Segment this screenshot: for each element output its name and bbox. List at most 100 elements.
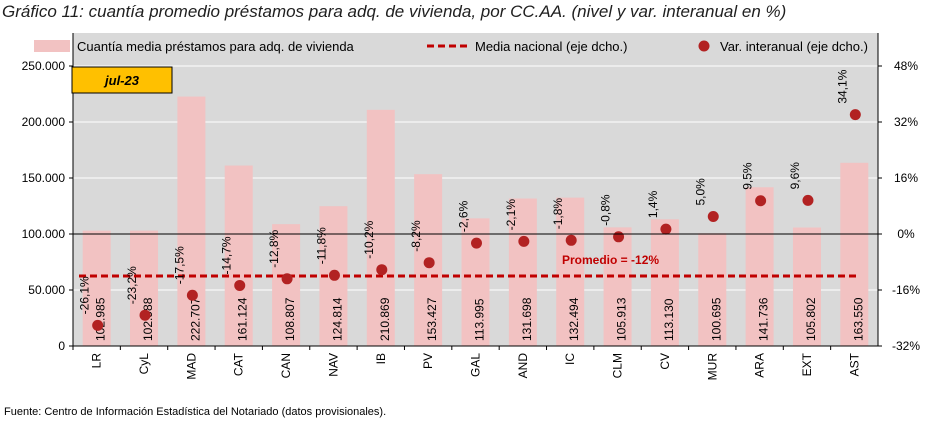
- bar-value-label: 210.869: [378, 297, 392, 341]
- yoy-label: -2,1%: [504, 199, 518, 231]
- category-label: IC: [563, 353, 577, 365]
- yoy-label: -17,5%: [172, 246, 186, 284]
- bar-value-label: 222.707: [188, 297, 202, 341]
- bar-value-label: 124.814: [330, 297, 344, 341]
- bar-value-label: 161.124: [236, 297, 250, 341]
- bar-CV: [650, 219, 679, 346]
- yoy-dot-IB: [376, 264, 388, 276]
- chart-title: Gráfico 11: cuantía promedio préstamos p…: [2, 2, 787, 21]
- yoy-dot-GAL: [471, 237, 482, 249]
- yoy-label: -1,8%: [551, 198, 565, 230]
- yoy-label: -26,1%: [78, 276, 92, 314]
- bar-value-label: 163.550: [851, 297, 865, 341]
- yoy-dot-CAT: [234, 279, 246, 291]
- left-tick-label: 0: [58, 339, 65, 353]
- category-label: CLM: [611, 353, 625, 378]
- bar-EXT: [792, 227, 821, 346]
- right-tick-label: 16%: [894, 171, 918, 185]
- period-badge-label: jul-23: [103, 73, 140, 88]
- yoy-dot-MAD: [186, 289, 198, 301]
- left-tick-label: 100.000: [22, 227, 66, 241]
- yoy-label: -23,2%: [125, 266, 139, 304]
- bar-value-label: 113.130: [662, 298, 676, 341]
- category-label: CAN: [279, 353, 293, 378]
- bar-value-label: 141.736: [757, 297, 771, 341]
- bar-MAD: [177, 96, 206, 346]
- yoy-dot-CV: [660, 223, 672, 235]
- category-label: EXT: [800, 352, 814, 376]
- right-tick-label: -16%: [892, 283, 920, 297]
- bar-value-label: 108.807: [283, 297, 297, 341]
- bar-value-label: 132.494: [567, 297, 581, 341]
- category-label: ARA: [753, 353, 767, 378]
- right-tick-label: 32%: [894, 115, 918, 129]
- yoy-label: -10,2%: [362, 220, 376, 258]
- bar-CAN: [272, 224, 301, 346]
- category-label: MUR: [705, 353, 719, 381]
- bar-value-label: 100.695: [709, 297, 723, 341]
- bar-CAT: [224, 165, 253, 346]
- yoy-dot-LR: [92, 319, 104, 331]
- period-badge-box: [71, 66, 173, 94]
- bar-AST: [840, 162, 869, 346]
- yoy-label: 34,1%: [835, 69, 849, 103]
- source-note: Fuente: Centro de Información Estadístic…: [4, 406, 387, 418]
- left-tick-label: 150.000: [22, 171, 66, 185]
- legend-label: Media nacional (eje dcho.): [475, 39, 627, 54]
- yoy-label: -2,6%: [457, 200, 471, 232]
- left-tick-label: 250.000: [22, 59, 66, 73]
- bar-value-label: 153.427: [425, 297, 439, 341]
- legend: Cuantía media préstamos para adq. de viv…: [34, 39, 868, 54]
- right-tick-label: -32%: [892, 339, 920, 353]
- left-tick-label: 200.000: [22, 115, 66, 129]
- bar-value-label: 131.698: [520, 297, 534, 341]
- average-annotation: Promedio = -12%: [562, 253, 659, 267]
- bar-value-label: 105.802: [804, 297, 818, 341]
- bar-IB: [366, 109, 395, 346]
- category-labels: LR CyL MAD CAT CAN NAV IB PV GAL AND IC CLM CV MUR ARA…: [72, 346, 861, 381]
- category-label: CV: [658, 353, 672, 370]
- yoy-label: -12,8%: [267, 229, 281, 267]
- bar-CLM: [603, 227, 632, 346]
- left-tick-label: 50.000: [28, 283, 65, 297]
- category-label: AST: [847, 352, 861, 376]
- yoy-label: -14,7%: [220, 236, 234, 274]
- yoy-dot-IC: [565, 234, 577, 246]
- yoy-dot-EXT: [802, 194, 814, 206]
- category-label: GAL: [469, 353, 483, 377]
- category-label: IB: [374, 353, 388, 364]
- yoy-dot-CAN: [281, 273, 293, 285]
- bar-value-labels: 102.985102.988222.707161.124108.807124.8…: [94, 297, 866, 341]
- yoy-dots: [92, 109, 861, 331]
- yoy-label: 9,5%: [741, 162, 755, 190]
- category-label: PV: [421, 353, 435, 369]
- yoy-dot-PV: [423, 257, 435, 269]
- legend-bar-swatch: [34, 40, 70, 52]
- yoy-dot-CLM: [613, 231, 625, 243]
- bar-AND: [508, 198, 537, 346]
- bar-IC: [556, 197, 585, 346]
- yoy-label: -0,8%: [599, 194, 613, 226]
- yoy-dot-ARA: [755, 195, 767, 207]
- yoy-label: -8,2%: [409, 220, 423, 252]
- period-badge: jul-23: [71, 66, 173, 94]
- bar-value-label: 113.995: [473, 298, 487, 341]
- category-label: CyL: [137, 353, 151, 375]
- bar-value-label: 102.985: [94, 297, 108, 341]
- legend-dot-swatch: [698, 40, 710, 52]
- bar-MUR: [698, 233, 727, 346]
- category-label: NAV: [326, 353, 340, 377]
- category-label: LR: [90, 353, 104, 369]
- legend-label: Cuantía media préstamos para adq. de viv…: [77, 39, 355, 54]
- category-label: AND: [516, 353, 530, 379]
- bar-value-label: 105.913: [615, 297, 629, 341]
- yoy-label: 9,6%: [788, 162, 802, 190]
- category-label: CAT: [232, 352, 246, 376]
- yoy-labels: -26,1% -23,2% -17,5% -14,7% -12,8% -11,8% -10,…: [78, 69, 850, 314]
- bars: [82, 96, 869, 346]
- legend-label: Var. interanual (eje dcho.): [720, 39, 868, 54]
- axes: 0 50.000 100.000 150.000 200.000 250.000 -32% -…: [22, 33, 920, 353]
- yoy-dot-NAV: [328, 269, 340, 281]
- yoy-label: 5,0%: [693, 178, 707, 206]
